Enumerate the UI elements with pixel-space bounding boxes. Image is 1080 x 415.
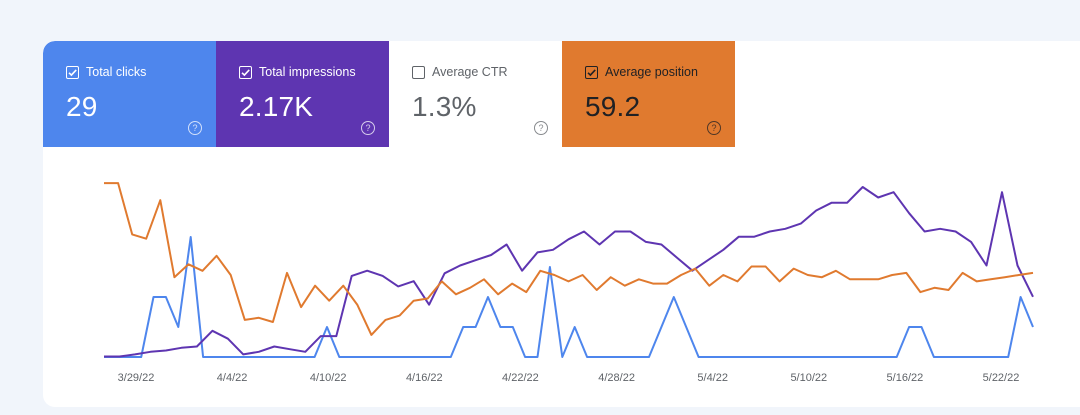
metric-tile-total-impressions[interactable]: Total impressions 2.17K: [216, 41, 389, 147]
metric-tile-total-clicks[interactable]: Total clicks 29: [43, 41, 216, 147]
series-line-total-clicks: [104, 236, 1034, 358]
x-tick-label: 5/10/22: [790, 372, 827, 384]
x-tick-label: 4/16/22: [406, 372, 443, 384]
series-line-total-impressions: [104, 186, 1034, 358]
metric-tile-header: Total impressions: [239, 65, 356, 79]
checkbox-icon[interactable]: [585, 65, 598, 79]
performance-card: Total clicks 29 Total impressions 2.17K …: [43, 41, 1080, 407]
x-tick-label: 5/4/22: [697, 372, 728, 384]
metric-tile-header: Average CTR: [412, 65, 508, 79]
checkbox-icon[interactable]: [239, 65, 252, 79]
metric-tile-header: Average position: [585, 65, 698, 79]
checkbox-icon[interactable]: [66, 65, 79, 79]
metric-label: Total impressions: [259, 65, 356, 79]
x-tick-label: 4/22/22: [502, 372, 539, 384]
metric-tiles: Total clicks 29 Total impressions 2.17K …: [43, 41, 735, 147]
x-tick-label: 4/28/22: [598, 372, 635, 384]
metric-value: 1.3%: [412, 91, 477, 122]
x-tick-label: 4/10/22: [310, 372, 347, 384]
x-tick-label: 4/4/22: [217, 372, 248, 384]
metric-value: 59.2: [585, 91, 641, 122]
help-circle-icon[interactable]: [534, 121, 548, 135]
help-circle-icon[interactable]: [707, 121, 721, 135]
checkbox-icon[interactable]: [412, 65, 425, 79]
metric-label: Average position: [605, 65, 698, 79]
x-tick-label: 3/29/22: [118, 372, 155, 384]
metric-tile-average-position[interactable]: Average position 59.2: [562, 41, 735, 147]
metric-value: 29: [66, 91, 98, 122]
performance-line-chart: 3/29/22 4/4/22 4/10/22 4/16/22 4/22/22 4/28/2…: [43, 147, 1080, 407]
x-tick-label: 5/22/22: [983, 372, 1020, 384]
metric-tile-header: Total clicks: [66, 65, 146, 79]
metric-label: Total clicks: [86, 65, 147, 79]
help-circle-icon[interactable]: [361, 121, 375, 135]
series-line-average-position: [104, 182, 1034, 336]
metric-value: 2.17K: [239, 91, 314, 122]
metric-label: Average CTR: [432, 65, 508, 79]
metric-tile-average-ctr[interactable]: Average CTR 1.3%: [389, 41, 562, 147]
help-circle-icon[interactable]: [188, 121, 202, 135]
chart-svg: 3/29/22 4/4/22 4/10/22 4/16/22 4/22/22 4/28/2…: [104, 182, 1034, 384]
x-tick-label: 5/16/22: [887, 372, 924, 384]
